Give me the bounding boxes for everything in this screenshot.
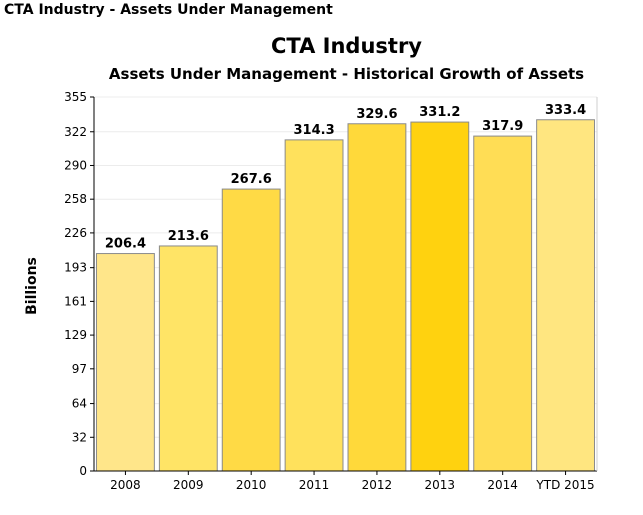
data-label: 267.6 (231, 172, 272, 187)
x-tick-label: 2013 (425, 478, 456, 492)
y-tick-label: 193 (64, 261, 87, 275)
y-tick-label: 32 (72, 430, 87, 444)
data-label: 213.6 (168, 229, 209, 244)
data-label: 333.4 (545, 103, 586, 118)
data-label: 329.6 (356, 107, 397, 122)
bars (96, 119, 595, 472)
y-tick-label: 355 (64, 90, 87, 104)
y-tick-label: 64 (72, 397, 87, 411)
chart-subtitle: Assets Under Management - Historical Gro… (108, 65, 585, 83)
data-label: 331.2 (419, 105, 460, 120)
tick-labels: 0 32 64 97 129 161 193 226 258 290 322 355 2008 2009 2… (64, 90, 595, 492)
bar (347, 123, 407, 472)
x-tick-label: YTD 2015 (535, 478, 594, 492)
y-tick-label: 322 (64, 125, 87, 139)
y-tick-label: 290 (64, 158, 87, 172)
y-tick-label: 0 (79, 464, 87, 478)
chart-title: CTA Industry (271, 34, 422, 58)
x-tick-label: 2014 (487, 478, 518, 492)
bar (284, 139, 344, 472)
bar (158, 245, 218, 472)
y-tick-label: 258 (64, 192, 87, 206)
page-header: CTA Industry - Assets Under Management (4, 2, 333, 18)
data-label: 317.9 (482, 119, 523, 134)
axes (90, 96, 598, 475)
data-label: 206.4 (105, 237, 146, 252)
x-tick-label: 2009 (173, 478, 204, 492)
y-tick-label: 97 (72, 362, 87, 376)
y-tick-label: 129 (64, 328, 87, 342)
bar (473, 135, 533, 472)
x-tick-label: 2008 (110, 478, 141, 492)
data-label: 314.3 (294, 123, 335, 138)
bar (96, 253, 155, 472)
y-tick-label: 161 (64, 294, 87, 308)
x-tick-label: 2012 (362, 478, 393, 492)
x-tick-label: 2011 (299, 478, 330, 492)
y-tick-label: 226 (64, 226, 87, 240)
bar (410, 121, 470, 472)
value-labels: 206.4 213.6 267.6 314.3 329.6 331.2 317.9 333.4 (105, 103, 586, 252)
bar (536, 119, 595, 472)
bar (221, 188, 281, 472)
x-tick-label: 2010 (236, 478, 267, 492)
